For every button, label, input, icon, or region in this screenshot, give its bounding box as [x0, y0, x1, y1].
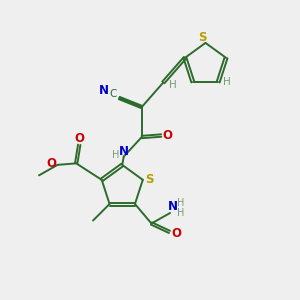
Text: H: H [177, 197, 184, 208]
Text: O: O [163, 129, 173, 142]
Text: N: N [99, 84, 109, 97]
Text: H: H [177, 208, 184, 218]
Text: O: O [74, 132, 84, 145]
Text: O: O [46, 158, 56, 170]
Text: H: H [223, 77, 230, 87]
Text: C: C [109, 89, 116, 99]
Text: O: O [171, 227, 181, 240]
Text: N: N [167, 200, 178, 214]
Text: N: N [119, 145, 129, 158]
Text: H: H [112, 150, 119, 160]
Text: S: S [145, 173, 154, 186]
Text: H: H [169, 80, 177, 90]
Text: S: S [198, 31, 206, 44]
